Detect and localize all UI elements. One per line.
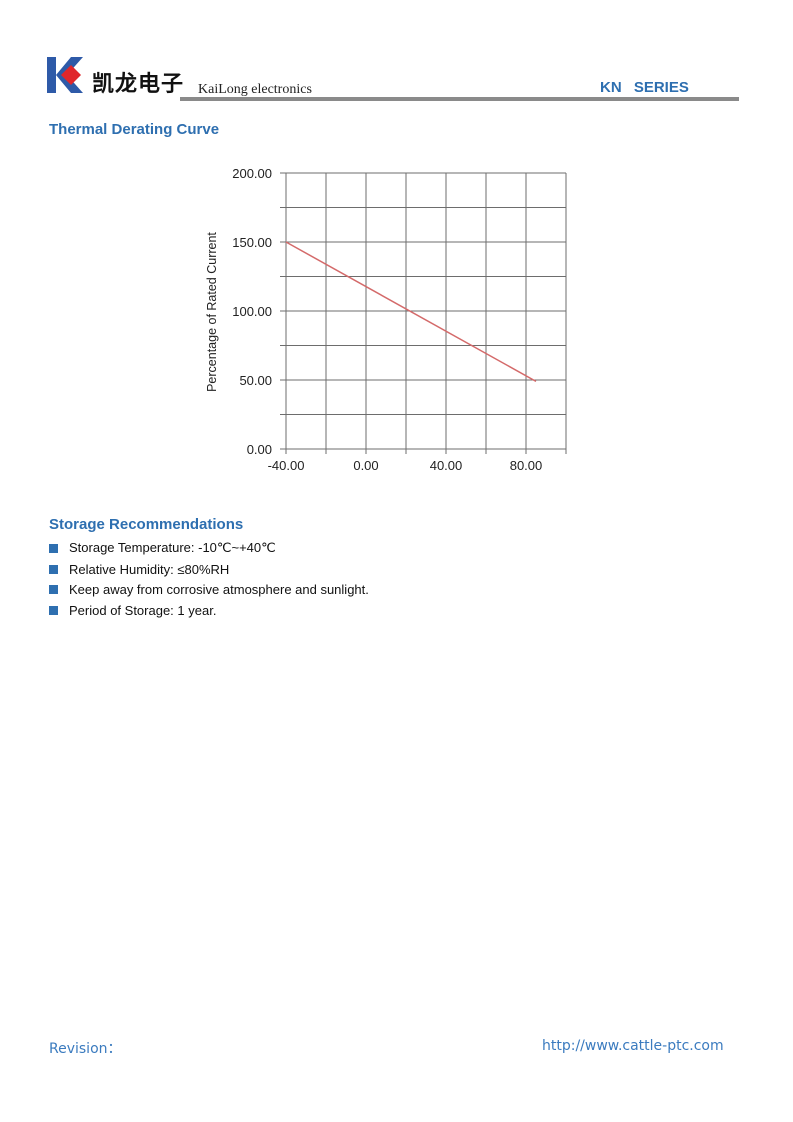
x-tick-label: 80.00 <box>510 458 543 473</box>
bullet-square-icon <box>49 605 58 615</box>
y-tick-label: 150.00 <box>232 235 272 250</box>
list-item: Period of Storage: 1 year. <box>49 600 369 621</box>
bullet-square-icon <box>49 564 58 574</box>
list-item-text: Keep away from corrosive atmosphere and … <box>69 582 369 598</box>
x-tick-label: -40.00 <box>268 458 305 473</box>
kailong-logo <box>47 57 83 93</box>
y-axis-label: Percentage of Rated Current <box>205 232 219 392</box>
y-tick-label: 200.00 <box>232 166 272 181</box>
list-item: Keep away from corrosive atmosphere and … <box>49 579 369 600</box>
series-label: KN SERIES <box>600 79 689 96</box>
x-tick-label: 0.00 <box>353 458 378 473</box>
section-title-thermal: Thermal Derating Curve <box>49 121 220 138</box>
logo-chinese-text: 凯龙电子 <box>92 71 185 97</box>
list-item-text: Storage Temperature: -10℃~+40℃ <box>69 540 276 556</box>
footer-url[interactable]: http://www.cattle-ptc.com <box>542 1038 724 1054</box>
footer-revision: Revision： <box>49 1041 122 1057</box>
bullet-square-icon <box>49 543 58 553</box>
logo-english-text: KaiLong electronics <box>198 82 312 97</box>
list-item: Storage Temperature: -10℃~+40℃ <box>49 538 369 559</box>
bullet-square-icon <box>49 585 58 595</box>
storage-list: Storage Temperature: -10℃~+40℃ Relative … <box>49 538 369 621</box>
section-title-storage: Storage Recommendations <box>49 516 244 533</box>
y-tick-label: 100.00 <box>232 304 272 319</box>
thermal-derating-chart: -40.00 0.00 40.00 80.000.0050.00100.00150.0… <box>205 166 567 473</box>
list-item-text: Period of Storage: 1 year. <box>69 602 217 618</box>
y-tick-label: 50.00 <box>239 373 272 388</box>
list-item-text: Relative Humidity: ≤80%RH <box>69 561 230 577</box>
y-tick-label: 0.00 <box>247 442 272 457</box>
x-tick-label: 40.00 <box>430 458 463 473</box>
derating-line <box>285 241 537 383</box>
list-item: Relative Humidity: ≤80%RH <box>49 559 369 580</box>
header-rule <box>180 97 739 101</box>
